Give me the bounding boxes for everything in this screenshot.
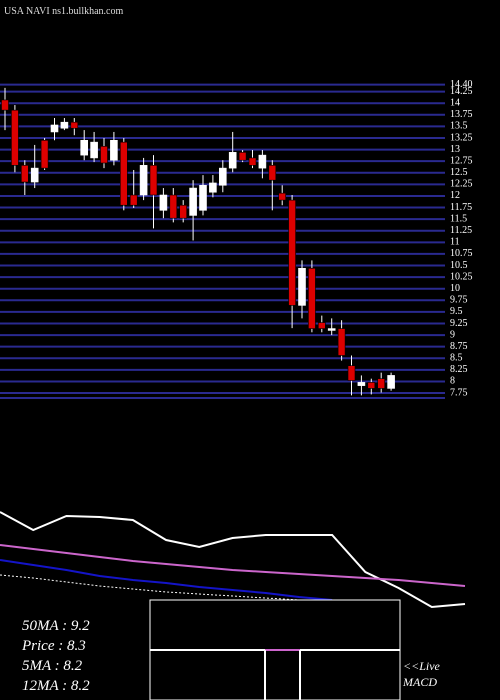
indicator-line [0, 559, 333, 601]
indicator-line [0, 544, 466, 587]
candle-body [209, 182, 217, 193]
y-tick-label: 10.25 [450, 271, 473, 282]
candle-body [169, 194, 178, 219]
candle-body [199, 184, 207, 211]
y-tick-label: 13.75 [450, 109, 473, 120]
candle-body [70, 121, 79, 129]
info-text: 12MA : 8.2 [22, 678, 90, 694]
chart-title: USA NAVI ns1.bullkhan.com [4, 6, 123, 17]
candle-body [139, 165, 148, 196]
candle-body [80, 139, 88, 156]
candle-body [327, 328, 336, 331]
y-tick-label: 7.75 [450, 387, 468, 398]
y-tick-label: 9 [450, 329, 455, 340]
candle-body [367, 382, 376, 389]
y-tick-label: 11 [450, 237, 460, 248]
candle-body [347, 365, 356, 381]
candle-body [268, 165, 277, 181]
macd-label: MACD [402, 675, 437, 689]
y-tick-label: 10 [450, 283, 460, 294]
y-tick-label: 8.75 [450, 341, 468, 352]
y-tick-label: 11.75 [450, 202, 472, 213]
candle-body [90, 141, 98, 159]
candle-body [11, 109, 19, 166]
y-tick-label: 12.5 [450, 167, 468, 178]
candle-body [337, 328, 346, 356]
candle-body [288, 199, 296, 306]
y-tick-label: 8 [450, 376, 455, 387]
candle-body [100, 146, 108, 164]
candle-body [179, 204, 187, 219]
candle-body [219, 167, 227, 186]
indicator-line [0, 511, 466, 609]
candle-body [387, 375, 395, 389]
info-text: Price : 8.3 [21, 638, 86, 654]
y-tick-label: 9.25 [450, 318, 468, 329]
candle-body [248, 157, 257, 166]
y-tick-label: 8.25 [450, 364, 468, 375]
candle-body [258, 154, 267, 169]
y-tick-label: 12.25 [450, 179, 473, 190]
info-text: 50MA : 9.2 [22, 618, 90, 634]
y-tick-label: 14 [450, 97, 460, 108]
candle-body [120, 141, 128, 206]
candle-body [189, 187, 197, 216]
candle-body [50, 124, 59, 133]
y-tick-label: 9.75 [450, 295, 468, 306]
candle-body [159, 194, 168, 211]
candle-body [60, 121, 69, 129]
y-tick-label: 12.75 [450, 155, 473, 166]
candle-body [20, 165, 29, 183]
candle-body [30, 167, 39, 183]
live-label: <<Live [403, 659, 441, 673]
candle-body [377, 378, 386, 389]
y-tick-label: 11.5 [450, 213, 467, 224]
macd-panel: <<Live MACD [149, 599, 441, 700]
candle-body [228, 152, 237, 169]
y-tick-label: 8.5 [450, 353, 463, 364]
candle-body [110, 139, 118, 161]
candle-body [308, 267, 316, 329]
candle-body [317, 322, 326, 329]
y-tick-label: 10.75 [450, 248, 473, 259]
candle-body [129, 194, 138, 206]
candle-body [40, 139, 49, 169]
info-text: 5MA : 8.2 [22, 658, 83, 674]
y-tick-label: 13.5 [450, 121, 468, 132]
candle-body [1, 99, 9, 111]
y-tick-label: 14.40 [450, 79, 473, 90]
y-tick-label: 11.25 [450, 225, 472, 236]
y-tick-label: 12 [450, 190, 460, 201]
y-tick-label: 9.5 [450, 306, 463, 317]
candle-body [298, 267, 306, 306]
candle-body [149, 165, 158, 196]
candle-body [278, 192, 287, 201]
y-tick-label: 10.5 [450, 260, 468, 271]
y-tick-label: 13 [450, 144, 460, 155]
candle-body [238, 152, 247, 161]
candle-body [357, 382, 366, 386]
y-tick-label: 13.25 [450, 132, 473, 143]
y-tick-label: 14.25 [450, 86, 473, 97]
